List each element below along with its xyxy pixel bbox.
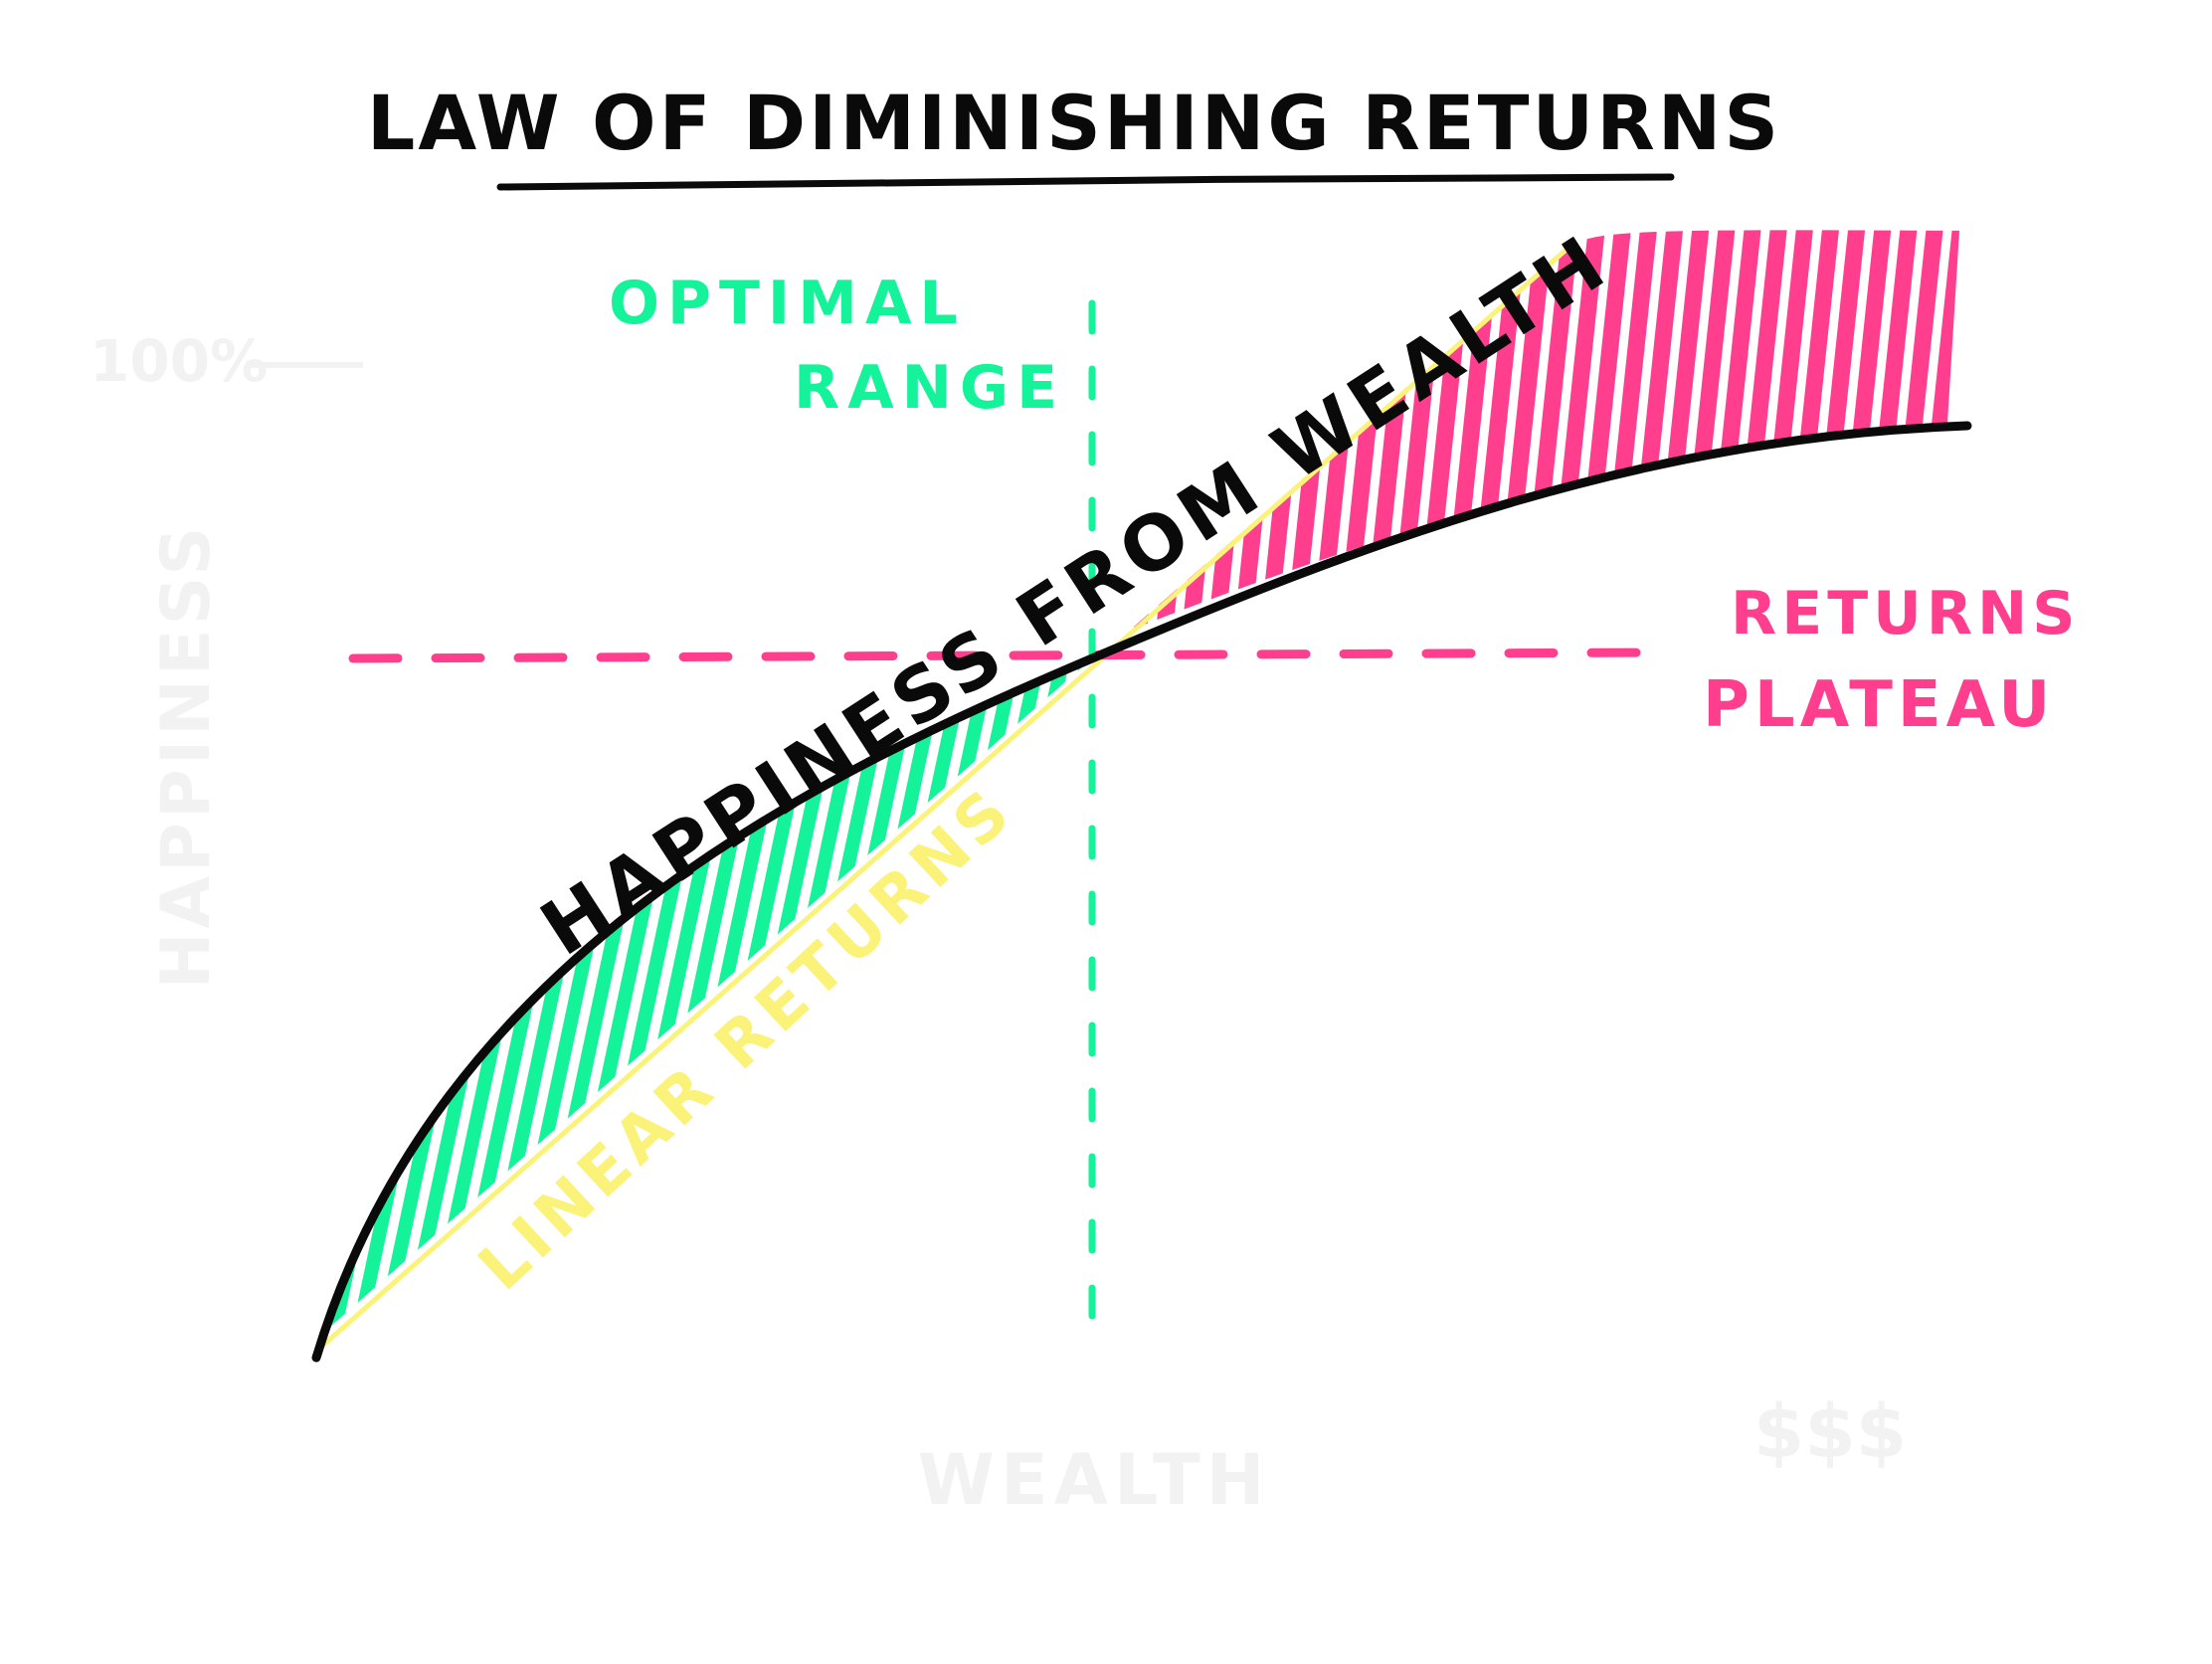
- optimal-range-label-line1: OPTIMAL: [609, 269, 966, 338]
- returns-plateau-label-line2: PLATEAU: [1703, 668, 2055, 742]
- happiness-curve: [311, 421, 1972, 1363]
- y-axis-max-label: 100%: [90, 327, 268, 395]
- pink-hatched-region: [1134, 230, 1959, 629]
- x-axis-label: WEALTH: [918, 1439, 1271, 1521]
- diagram-title: LAW OF DIMINISHING RETURNS: [367, 79, 1781, 167]
- linear-returns-line: [318, 245, 1571, 1350]
- title-underline: [496, 173, 1675, 191]
- y-axis-label: HAPPINESS: [147, 523, 226, 990]
- optimal-range-label-line2: RANGE: [794, 353, 1065, 423]
- x-axis-max-label: $$$: [1753, 1389, 1907, 1475]
- returns-plateau-label-line1: RETURNS: [1731, 579, 2080, 648]
- plateau-dashed-line: [348, 647, 1664, 663]
